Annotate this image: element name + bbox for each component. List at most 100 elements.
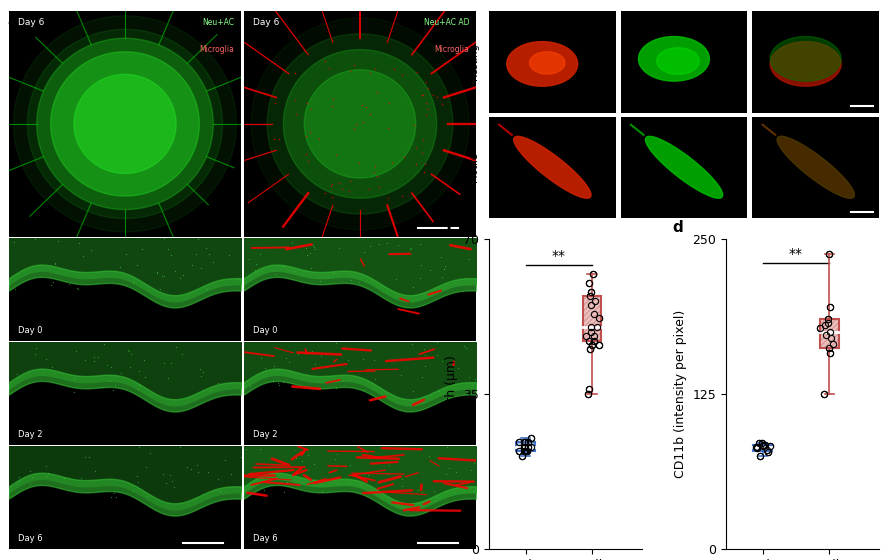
Point (240, 445, 254, 454)
Point (419, 77, 433, 86)
Polygon shape (74, 74, 176, 174)
Point (272, 381, 286, 390)
Point (107, 488, 121, 497)
Point (299, 150, 313, 159)
Point (242, 254, 256, 263)
Text: **: ** (551, 249, 566, 263)
Point (361, 470, 375, 479)
Point (301, 450, 315, 459)
Point (25, 473, 39, 482)
Point (324, 180, 338, 189)
Point (423, 265, 437, 274)
Point (199, 244, 213, 253)
Point (402, 244, 416, 253)
Point (179, 463, 194, 472)
Point (397, 152, 411, 161)
Point (10, 370, 24, 379)
Point (363, 241, 377, 250)
Point (406, 283, 420, 292)
Point (193, 365, 207, 374)
Point (368, 375, 382, 384)
Point (330, 449, 345, 458)
Point (248, 265, 262, 274)
Point (382, 98, 396, 107)
Point (441, 464, 456, 473)
Point (248, 462, 262, 471)
Point (343, 176, 357, 185)
Point (418, 99, 432, 108)
Point (123, 363, 137, 372)
Point (307, 242, 321, 251)
Point (272, 135, 286, 144)
Point (459, 343, 473, 352)
Point (308, 245, 322, 254)
Point (308, 478, 322, 487)
Point (72, 239, 86, 248)
Point (381, 194, 395, 203)
Polygon shape (13, 16, 236, 232)
Point (57, 474, 71, 483)
Point (51, 236, 65, 245)
Point (413, 273, 427, 282)
Polygon shape (513, 136, 591, 198)
Point (44, 281, 59, 290)
Point (46, 278, 60, 287)
Point (352, 278, 366, 287)
Point (421, 83, 435, 92)
Point (370, 171, 385, 180)
Point (326, 94, 340, 103)
Point (98, 340, 112, 349)
Point (357, 469, 371, 478)
Point (168, 267, 182, 276)
Point (194, 372, 209, 381)
Point (371, 182, 385, 191)
Point (415, 487, 429, 496)
Point (266, 376, 280, 385)
Point (299, 251, 313, 260)
Point (362, 185, 377, 194)
Y-axis label: Length (μm): Length (μm) (445, 355, 457, 432)
Point (288, 96, 302, 105)
Point (153, 284, 167, 293)
Point (114, 368, 128, 377)
Point (415, 149, 429, 158)
Point (395, 475, 409, 484)
Polygon shape (28, 29, 223, 218)
Point (224, 469, 238, 478)
Point (315, 486, 329, 495)
Point (291, 350, 305, 359)
Point (139, 462, 153, 471)
Polygon shape (770, 41, 841, 86)
Text: Neu+AC AD: Neu+AC AD (424, 18, 469, 27)
Polygon shape (51, 52, 199, 196)
Point (317, 188, 331, 197)
Point (87, 356, 101, 365)
Point (267, 362, 281, 371)
Point (135, 244, 149, 253)
Point (124, 349, 139, 358)
Point (395, 70, 409, 79)
Point (99, 361, 114, 370)
Point (313, 277, 327, 286)
Point (418, 362, 432, 371)
Point (394, 481, 408, 490)
Point (28, 234, 42, 243)
Point (323, 182, 337, 191)
Point (355, 386, 369, 395)
Text: Day 6: Day 6 (18, 534, 43, 543)
Point (465, 381, 480, 390)
Point (131, 385, 145, 394)
Point (211, 475, 226, 484)
Point (39, 461, 53, 470)
Point (288, 266, 302, 275)
Point (435, 99, 449, 108)
Point (448, 468, 463, 477)
Text: Day 0: Day 0 (253, 325, 278, 334)
Point (409, 144, 424, 153)
Point (28, 350, 43, 359)
Point (341, 356, 355, 365)
Point (299, 98, 313, 107)
Polygon shape (777, 136, 854, 198)
Point (308, 360, 322, 368)
Point (393, 370, 408, 379)
